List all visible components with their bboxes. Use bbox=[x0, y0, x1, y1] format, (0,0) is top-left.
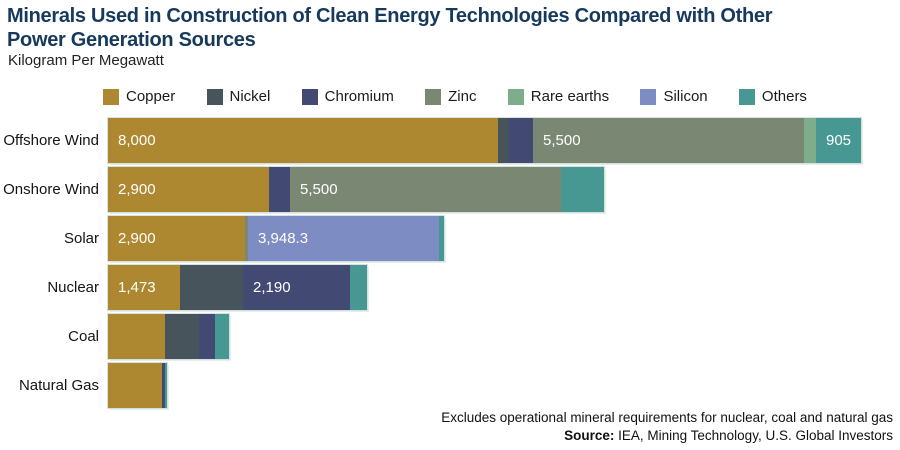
silicon-swatch bbox=[640, 88, 657, 105]
segment-others bbox=[215, 314, 229, 359]
others-swatch bbox=[738, 88, 755, 105]
segment-value-label: 2,900 bbox=[118, 230, 156, 247]
legend-item-silicon: Silicon bbox=[640, 88, 708, 105]
source-text: IEA, Mining Technology, U.S. Global Inve… bbox=[614, 428, 893, 443]
stacked-bar: 8,000 5,500 905 bbox=[108, 118, 861, 163]
stacked-bar: 1,473 2,190 bbox=[108, 265, 367, 310]
segment-chromium bbox=[162, 363, 165, 408]
legend-label: Silicon bbox=[663, 88, 708, 105]
footer-note: Excludes operational mineral requirement… bbox=[441, 410, 893, 425]
segment-others bbox=[165, 363, 167, 408]
segment-copper bbox=[108, 363, 162, 408]
legend-label: Chromium bbox=[324, 88, 394, 105]
footer: Excludes operational mineral requirement… bbox=[441, 409, 893, 445]
source-label: Source: bbox=[564, 428, 615, 443]
stacked-bar bbox=[108, 363, 167, 408]
bar-row: Solar 2,900 3,948.3 bbox=[0, 216, 900, 261]
segment-value-label: 1,473 bbox=[118, 279, 156, 296]
legend-item-nickel: Nickel bbox=[206, 88, 271, 105]
bar-row: Onshore Wind 2,900 5,500 bbox=[0, 167, 900, 212]
category-label: Nuclear bbox=[47, 279, 99, 296]
segment-zinc: 5,500 bbox=[533, 118, 804, 163]
segment-chromium bbox=[199, 314, 215, 359]
legend-item-chromium: Chromium bbox=[301, 88, 394, 105]
rare_earths-swatch bbox=[507, 88, 524, 105]
category-label: Solar bbox=[63, 230, 99, 247]
segment-silicon: 3,948.3 bbox=[248, 216, 439, 261]
segment-value-label: 5,500 bbox=[543, 132, 581, 149]
segment-nickel bbox=[165, 314, 199, 359]
legend-item-copper: Copper bbox=[103, 88, 175, 105]
legend-label: Nickel bbox=[229, 88, 271, 105]
segment-copper: 2,900 bbox=[108, 167, 269, 212]
bar-row: Coal bbox=[0, 314, 900, 359]
segment-chromium bbox=[509, 118, 533, 163]
copper-swatch bbox=[103, 88, 119, 105]
segment-others bbox=[350, 265, 367, 310]
segment-nickel bbox=[180, 265, 243, 310]
segment-copper: 2,900 bbox=[108, 216, 245, 261]
segment-value-label: 2,190 bbox=[253, 279, 291, 296]
legend: Copper Nickel Chromium Zinc Rare earths Silic… bbox=[103, 88, 807, 105]
zinc-swatch bbox=[425, 88, 442, 105]
segment-copper: 8,000 bbox=[108, 118, 498, 163]
legend-label: Copper bbox=[126, 88, 176, 105]
segment-value-label: 905 bbox=[825, 132, 852, 149]
legend-label: Others bbox=[761, 88, 807, 105]
segment-value-label: 5,500 bbox=[300, 181, 338, 198]
segment-value-label: 3,948.3 bbox=[258, 230, 309, 247]
legend-item-rare_earths: Rare earths bbox=[507, 88, 610, 105]
segment-nickel bbox=[498, 118, 509, 163]
stacked-bar: 2,900 5,500 bbox=[108, 167, 604, 212]
segment-value-label: 2,900 bbox=[118, 181, 156, 198]
segment-chromium bbox=[269, 167, 290, 212]
stacked-bar bbox=[108, 314, 229, 359]
chart-subtitle: Kilogram Per Megawatt bbox=[8, 52, 164, 69]
bar-row: Nuclear 1,473 2,190 bbox=[0, 265, 900, 310]
footer-source: Source: IEA, Mining Technology, U.S. Glo… bbox=[441, 427, 893, 445]
category-label: Offshore Wind bbox=[3, 132, 99, 149]
category-label: Natural Gas bbox=[18, 377, 99, 394]
stacked-bar: 2,900 3,948.3 bbox=[108, 216, 444, 261]
chart-title: Minerals Used in Construction of Clean E… bbox=[7, 4, 773, 52]
legend-label: Zinc bbox=[448, 88, 477, 105]
legend-label: Rare earths bbox=[530, 88, 610, 105]
chromium-swatch bbox=[301, 88, 318, 105]
segment-chromium: 2,190 bbox=[243, 265, 350, 310]
legend-item-zinc: Zinc bbox=[425, 88, 476, 105]
segment-others bbox=[439, 216, 444, 261]
bar-row: Natural Gas bbox=[0, 363, 900, 408]
category-label: Coal bbox=[68, 328, 99, 345]
chart-title-line1: Minerals Used in Construction of Clean E… bbox=[7, 5, 773, 27]
bar-row: Offshore Wind 8,000 5,500 905 bbox=[0, 118, 900, 163]
segment-zinc: 5,500 bbox=[290, 167, 561, 212]
segment-others bbox=[561, 167, 604, 212]
legend-item-others: Others bbox=[738, 88, 807, 105]
segment-rare_earths bbox=[804, 118, 816, 163]
segment-copper: 1,473 bbox=[108, 265, 180, 310]
segment-value-label: 8,000 bbox=[118, 132, 156, 149]
category-label: Onshore Wind bbox=[3, 181, 99, 198]
segment-zinc bbox=[245, 216, 248, 261]
segment-others: 905 bbox=[816, 118, 861, 163]
segment-copper bbox=[108, 314, 165, 359]
chart-title-line2: Power Generation Sources bbox=[7, 29, 256, 51]
nickel-swatch bbox=[206, 88, 223, 105]
plot-area: Offshore Wind 8,000 5,500 905 Onshore Wind 2,… bbox=[0, 118, 900, 412]
